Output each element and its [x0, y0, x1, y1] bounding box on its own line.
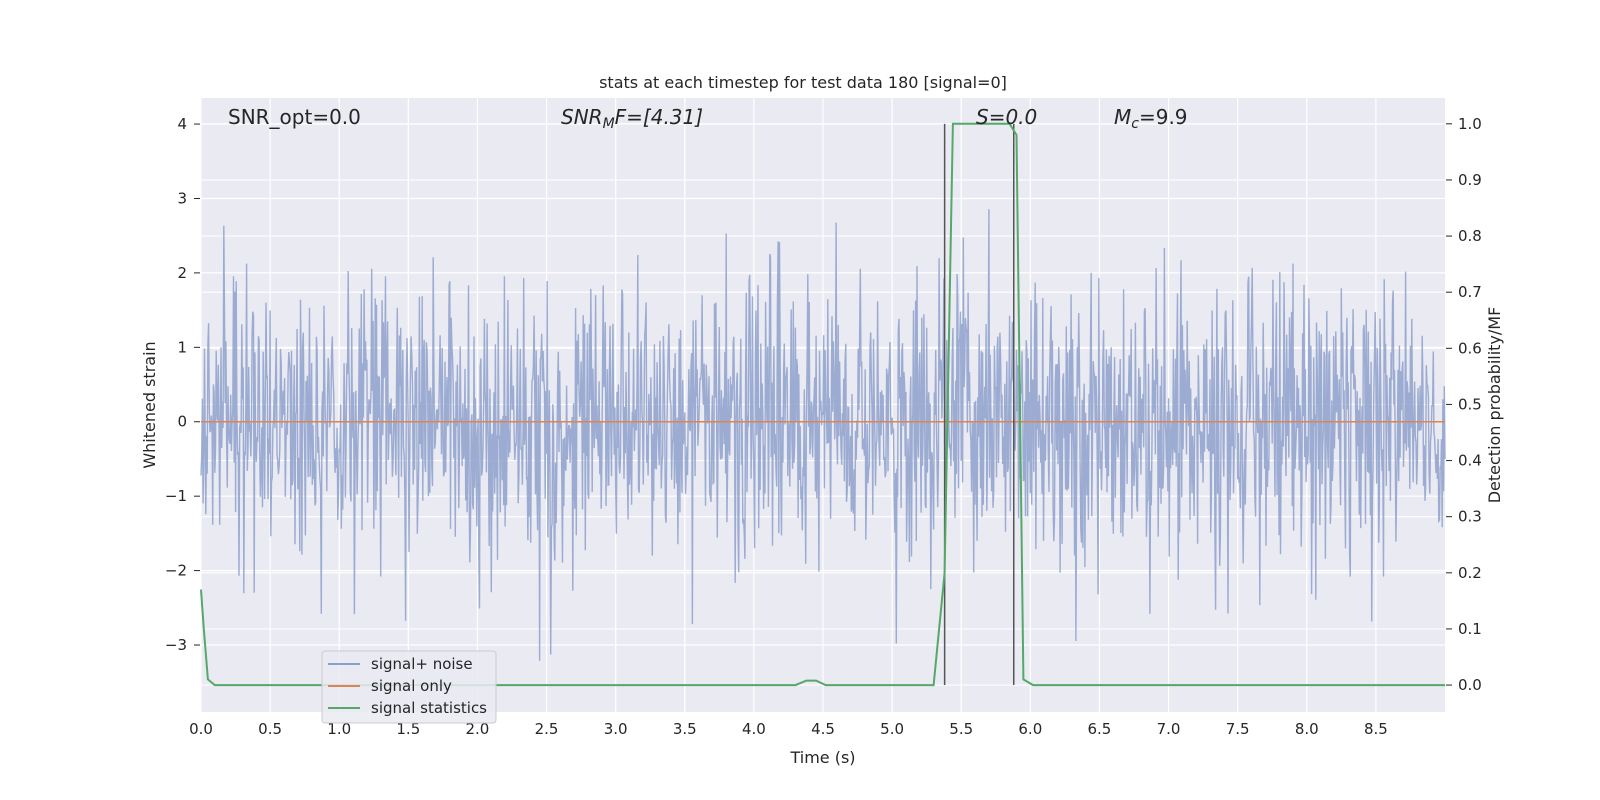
y-right-tick-label: 0.5	[1458, 395, 1482, 413]
x-tick-label: 6.0	[1018, 720, 1042, 738]
y-left-tick-label: −2	[165, 562, 187, 580]
x-tick-label: 2.0	[466, 720, 490, 738]
y-left-tick-label: −1	[165, 487, 187, 505]
x-tick-label: 1.5	[396, 720, 420, 738]
x-tick-label: 2.5	[535, 720, 559, 738]
x-tick-label: 8.0	[1295, 720, 1319, 738]
y-right-tick-label: 0.0	[1458, 676, 1482, 694]
x-tick-label: 3.0	[604, 720, 628, 738]
x-tick-label: 5.0	[880, 720, 904, 738]
y-right-tick-label: 0.7	[1458, 283, 1482, 301]
y-left-tick-label: 1	[177, 338, 187, 356]
y-left-axis-label: Whitened strain	[140, 341, 159, 468]
x-tick-label: 5.5	[949, 720, 973, 738]
y-right-tick-label: 1.0	[1458, 115, 1482, 133]
y-right-tick-label: 0.9	[1458, 171, 1482, 189]
y-right-tick-label: 0.4	[1458, 452, 1482, 470]
x-tick-label: 1.0	[327, 720, 351, 738]
x-tick-label: 0.0	[189, 720, 213, 738]
y-left-tick-label: 2	[177, 264, 187, 282]
y-right-tick-label: 0.2	[1458, 564, 1482, 582]
y-right-tick-label: 0.8	[1458, 227, 1482, 245]
x-axis-ticks: 0.0 0.5 1.0 1.5 2.0 2.5 3.0 3.5 4.0 4.5 5.0 5.5 6.0 6…	[189, 720, 1388, 738]
y-left-tick-label: 0	[177, 413, 187, 431]
series-signal-plus-noise	[200, 209, 1446, 661]
y-right-tick-label: 0.3	[1458, 508, 1482, 526]
y-left-tick-label: −3	[165, 636, 187, 654]
annotation-mc: Mc=9.9	[1114, 105, 1188, 132]
x-tick-label: 7.5	[1226, 720, 1250, 738]
legend-box	[321, 650, 497, 724]
vertical-markers	[943, 123, 1015, 686]
x-tick-label: 4.5	[811, 720, 835, 738]
y-right-axis-label: Detection probability/MF	[1485, 307, 1504, 504]
y-right-tick-label: 0.6	[1458, 339, 1482, 357]
series-signal-statistics	[200, 122, 1445, 687]
y-right-tick-label: 0.1	[1458, 620, 1482, 638]
legend-label-signal-statistics: signal statistics	[371, 699, 487, 717]
signal-statistics-line	[200, 122, 1445, 687]
annotation-snr-mf: SNRMF=[4.31]	[561, 105, 703, 132]
legend-label-signal-plus-noise: signal+ noise	[371, 655, 473, 673]
annotation-snr-opt: SNR_opt=0.0	[228, 105, 361, 129]
y-left-tick-label: 4	[177, 115, 187, 133]
legend-label-signal-only: signal only	[371, 677, 452, 695]
y-left-tick-label: 3	[177, 189, 187, 207]
x-tick-label: 8.5	[1364, 720, 1388, 738]
y-left-axis-ticks: 4 3 2 1 0 −1 −2 −3	[165, 115, 200, 654]
chart-title: stats at each timestep for test data 180…	[599, 73, 1007, 92]
y-right-axis-ticks: 1.0 0.9 0.8 0.7 0.6 0.5 0.4 0.3 0.2 0.1 0.0	[1446, 115, 1482, 694]
x-tick-label: 6.5	[1088, 720, 1112, 738]
x-tick-label: 7.0	[1157, 720, 1181, 738]
noise-line	[200, 209, 1446, 661]
legend: signal+ noise signal only signal statist…	[321, 650, 497, 724]
x-tick-label: 0.5	[258, 720, 282, 738]
x-tick-label: 4.0	[742, 720, 766, 738]
x-tick-label: 3.5	[673, 720, 697, 738]
x-axis-label: Time (s)	[789, 748, 855, 767]
annotation-s: S=0.0	[976, 105, 1037, 129]
